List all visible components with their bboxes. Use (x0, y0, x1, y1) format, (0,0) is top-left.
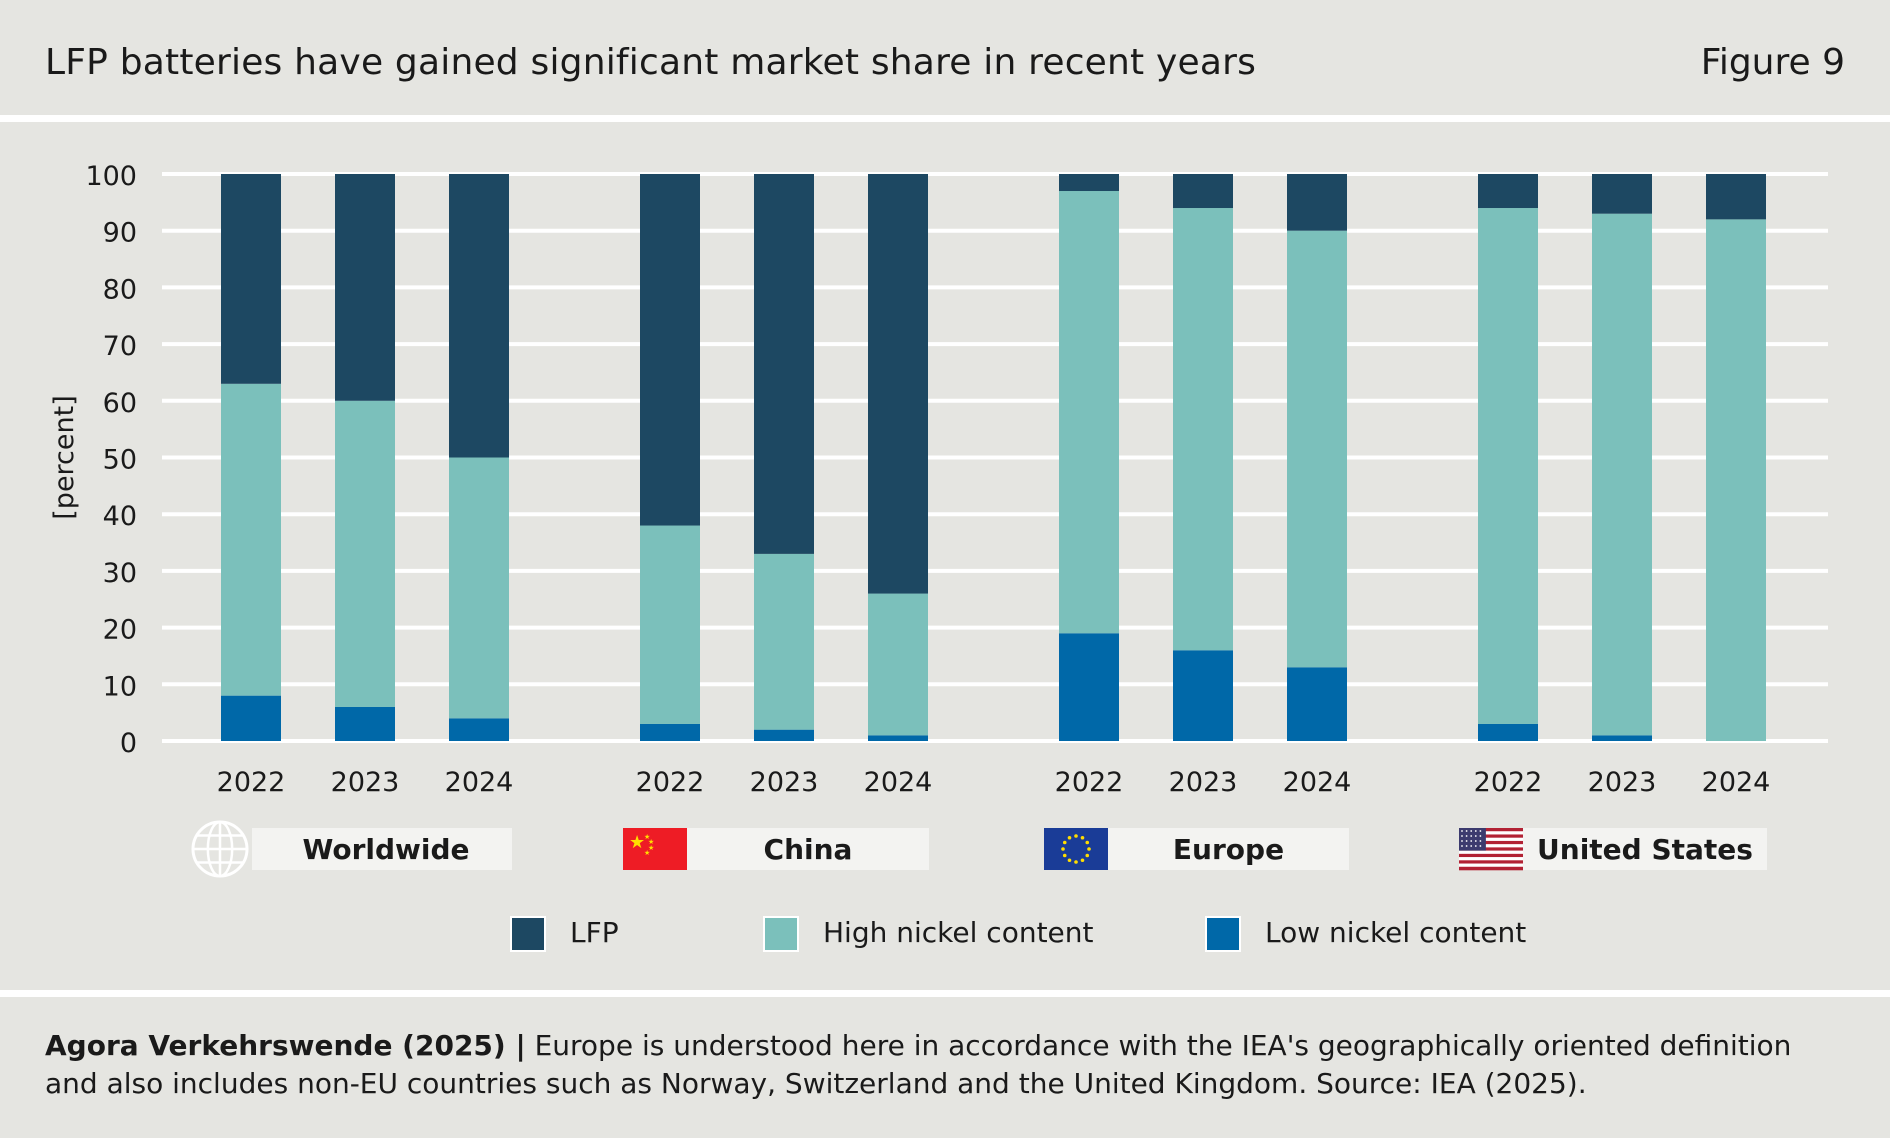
bar-low-nickel (1478, 723, 1538, 741)
x-tick-label: 2022 (1055, 767, 1124, 798)
bar-lfp (1059, 174, 1119, 192)
header-divider (0, 115, 1890, 122)
group-label-box (252, 828, 512, 870)
bar-high-nickel (1173, 208, 1233, 651)
figure-label: Figure 9 (1700, 42, 1845, 83)
bar-high-nickel (640, 525, 700, 724)
bar-lfp (1287, 174, 1347, 231)
bar-high-nickel (1592, 213, 1652, 736)
bar-lfp (1173, 174, 1233, 209)
y-tick-label: 10 (103, 671, 137, 702)
y-tick-label: 100 (85, 161, 137, 192)
bar-lfp (868, 174, 928, 594)
us-flag-icon (1459, 828, 1523, 871)
x-tick-label: 2023 (750, 767, 819, 798)
svg-text:★: ★ (629, 832, 645, 853)
bar-lfp (1706, 174, 1766, 220)
y-tick-label: 80 (103, 274, 137, 305)
y-tick-label: 90 (103, 218, 137, 249)
chart-title: LFP batteries have gained significant ma… (45, 42, 1257, 83)
y-tick-label: 0 (120, 728, 137, 759)
eu-flag-icon (1044, 828, 1108, 870)
bar-low-nickel (1173, 650, 1233, 741)
legend-swatch-low-nickel (1205, 916, 1241, 952)
x-tick-label: 2022 (636, 767, 705, 798)
y-tick-label: 40 (103, 501, 137, 532)
group-label-box (1515, 828, 1767, 870)
x-tick-label: 2024 (1702, 767, 1771, 798)
bar-lfp (1478, 174, 1538, 209)
y-tick-label: 30 (103, 558, 137, 589)
group-label: United States (1537, 833, 1753, 866)
bar-lfp (221, 174, 281, 384)
bar-high-nickel (449, 457, 509, 719)
bar-low-nickel (221, 695, 281, 741)
x-tick-label: 2024 (445, 767, 514, 798)
bar-low-nickel (868, 735, 928, 741)
legend-label: High nickel content (823, 916, 1094, 949)
bar-lfp (449, 174, 509, 458)
x-tick-label: 2024 (1283, 767, 1352, 798)
x-tick-label: 2023 (1169, 767, 1238, 798)
bar-low-nickel (1287, 667, 1347, 741)
bar-high-nickel (754, 553, 814, 730)
stacked-bar-chart: 0 10 20 30 40 50 60 70 80 90 100 [percent] 2022 2023 2… (49, 161, 1828, 952)
bar-high-nickel (335, 400, 395, 707)
x-tick-label: 2022 (217, 767, 286, 798)
bar-lfp (335, 174, 395, 401)
bar-high-nickel (221, 383, 281, 696)
y-tick-label: 50 (103, 445, 137, 476)
bar-high-nickel (1478, 208, 1538, 724)
bar-lfp (640, 174, 700, 526)
bar-low-nickel (449, 718, 509, 741)
china-flag-icon: ★★★★★ (623, 828, 687, 870)
bar-low-nickel (640, 723, 700, 741)
bar-low-nickel (1059, 633, 1119, 741)
footer-divider (0, 990, 1890, 997)
y-axis-label: [percent] (49, 395, 80, 519)
legend-swatch-lfp (510, 916, 546, 952)
group-label: Worldwide (302, 833, 469, 866)
bar-high-nickel (868, 593, 928, 736)
x-tick-label: 2022 (1474, 767, 1543, 798)
bar-high-nickel (1706, 219, 1766, 742)
svg-text:★: ★ (644, 833, 650, 841)
group-label: Europe (1173, 833, 1284, 866)
y-tick-label: 60 (103, 388, 137, 419)
legend-swatch-high-nickel (763, 916, 799, 952)
footer-source: Agora Verkehrswende (2025) | (45, 1029, 526, 1062)
group-label-box (1100, 828, 1349, 870)
footer-note: Agora Verkehrswende (2025) | Europe is u… (45, 1027, 1845, 1103)
bar-lfp (1592, 174, 1652, 214)
bar-low-nickel (1592, 735, 1652, 741)
svg-text:★: ★ (644, 849, 650, 857)
svg-text:★: ★ (648, 838, 654, 846)
svg-text:★: ★ (648, 844, 654, 852)
footer-text: Europe is understood here in accordance … (45, 1029, 1792, 1100)
bar-lfp (754, 174, 814, 554)
group-label: China (764, 833, 853, 866)
x-tick-label: 2024 (864, 767, 933, 798)
bar-low-nickel (335, 706, 395, 741)
legend-label: LFP (570, 916, 619, 949)
y-tick-label: 70 (103, 331, 137, 362)
bar-high-nickel (1287, 230, 1347, 668)
legend-label: Low nickel content (1265, 916, 1526, 949)
x-tick-label: 2023 (331, 767, 400, 798)
bar-high-nickel (1059, 191, 1119, 634)
header: LFP batteries have gained significant ma… (0, 0, 1890, 115)
y-tick-label: 20 (103, 615, 137, 646)
group-label-box (679, 828, 929, 870)
globe-icon (191, 820, 249, 878)
x-tick-label: 2023 (1588, 767, 1657, 798)
bar-low-nickel (754, 729, 814, 741)
